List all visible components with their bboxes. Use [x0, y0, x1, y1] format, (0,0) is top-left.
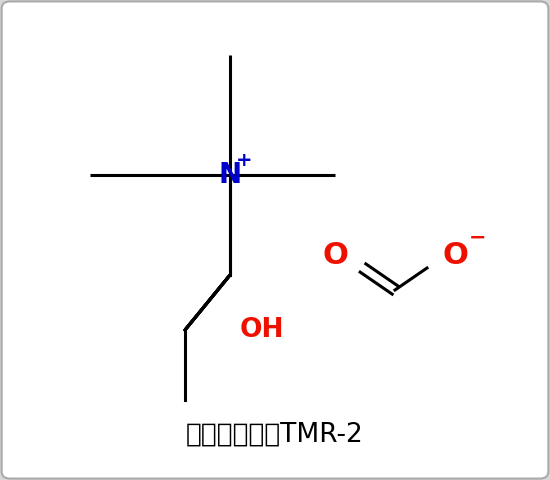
Text: 聚氨酯催化剂TMR-2: 聚氨酯催化剂TMR-2	[186, 422, 364, 448]
Text: O: O	[442, 240, 468, 269]
Text: OH: OH	[240, 317, 284, 343]
Text: N: N	[218, 161, 241, 189]
Text: O: O	[322, 240, 348, 269]
Text: −: −	[469, 228, 487, 248]
Text: +: +	[236, 152, 252, 170]
